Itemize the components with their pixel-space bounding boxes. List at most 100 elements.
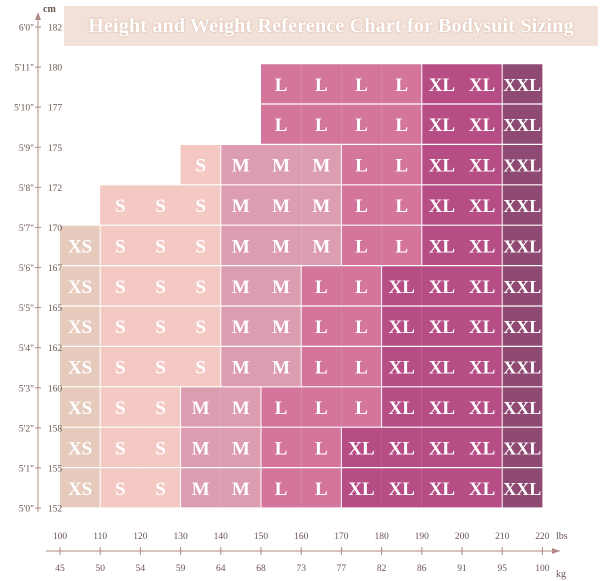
size-label: L bbox=[275, 115, 288, 136]
x-tick-label-lbs: 130 bbox=[173, 532, 188, 542]
size-cell bbox=[421, 63, 462, 104]
x-tick-label-kg: 59 bbox=[176, 564, 186, 574]
size-cell bbox=[220, 306, 261, 347]
x-tick-label-lbs: 180 bbox=[374, 532, 389, 542]
x-tick-label-kg: 73 bbox=[296, 564, 306, 574]
x-tick-label-lbs: 190 bbox=[415, 532, 430, 542]
size-label: S bbox=[115, 277, 126, 298]
y-tick-label-feet: 5'3" bbox=[19, 384, 34, 394]
size-label: L bbox=[355, 156, 368, 177]
size-label: M bbox=[232, 438, 250, 459]
size-label: L bbox=[315, 358, 328, 379]
y-tick-label-feet: 5'6" bbox=[19, 264, 34, 274]
size-cell bbox=[140, 346, 181, 387]
size-label: XL bbox=[469, 317, 495, 338]
size-label: M bbox=[272, 317, 290, 338]
size-label: M bbox=[312, 236, 330, 257]
y-tick-label-feet: 5'5" bbox=[19, 304, 34, 314]
size-cell bbox=[381, 144, 422, 185]
size-label: XXL bbox=[503, 115, 541, 135]
size-label: XL bbox=[348, 438, 374, 459]
size-label: S bbox=[195, 196, 206, 217]
size-label: XL bbox=[429, 115, 455, 136]
size-cell bbox=[301, 265, 342, 306]
size-cell bbox=[462, 265, 503, 306]
size-cell bbox=[341, 104, 382, 145]
size-cell bbox=[421, 346, 462, 387]
size-label: XL bbox=[469, 115, 495, 136]
x-tick-label-kg: 95 bbox=[497, 564, 507, 574]
size-cell bbox=[100, 265, 141, 306]
size-label: L bbox=[315, 317, 328, 338]
x-tick-label-kg: 77 bbox=[337, 564, 347, 574]
size-label: M bbox=[272, 236, 290, 257]
y-tick-label-feet: 6'0" bbox=[19, 24, 34, 34]
size-label: S bbox=[155, 438, 166, 459]
y-tick-label-cm: 167 bbox=[48, 264, 63, 274]
size-label: XS bbox=[68, 358, 92, 379]
x-tick-label-kg: 54 bbox=[136, 564, 146, 574]
size-label: L bbox=[315, 438, 328, 459]
size-label: XL bbox=[469, 438, 495, 459]
size-label: M bbox=[232, 358, 250, 379]
size-cell bbox=[421, 225, 462, 266]
size-cell bbox=[341, 225, 382, 266]
size-cell bbox=[421, 144, 462, 185]
size-cell bbox=[180, 265, 221, 306]
size-cell bbox=[301, 467, 342, 508]
size-cell bbox=[381, 265, 422, 306]
size-cell bbox=[220, 144, 261, 185]
y-tick-label-feet: 5'10" bbox=[14, 104, 34, 114]
size-cell bbox=[421, 467, 462, 508]
size-cell bbox=[100, 467, 141, 508]
size-cell bbox=[421, 427, 462, 468]
y-tick-label-cm: 177 bbox=[48, 104, 63, 114]
size-label: XL bbox=[469, 236, 495, 257]
size-cell bbox=[140, 184, 181, 226]
x-axis-arrow-icon bbox=[552, 548, 560, 554]
x-tick-label-lbs: 160 bbox=[294, 532, 309, 542]
size-label: S bbox=[115, 479, 126, 500]
size-cell bbox=[180, 386, 221, 428]
x-tick-label-kg: 64 bbox=[216, 564, 226, 574]
size-label: XS bbox=[68, 236, 92, 257]
size-label: XL bbox=[388, 479, 414, 500]
size-label: L bbox=[275, 479, 288, 500]
y-tick-label-cm: 182 bbox=[48, 24, 63, 34]
size-cell bbox=[100, 306, 141, 347]
x-tick-label-kg: 100 bbox=[535, 564, 550, 574]
size-label: XS bbox=[68, 398, 92, 419]
y-axis-arrow-icon bbox=[35, 12, 41, 20]
size-cell bbox=[220, 184, 261, 226]
size-label: XXL bbox=[503, 75, 541, 95]
size-cell bbox=[100, 427, 141, 468]
size-label: L bbox=[355, 75, 368, 96]
size-label: L bbox=[315, 398, 328, 419]
size-label: XL bbox=[469, 479, 495, 500]
size-cell bbox=[261, 265, 302, 306]
y-tick-label-feet: 5'7" bbox=[19, 224, 34, 234]
size-cell bbox=[462, 386, 503, 428]
size-label: M bbox=[312, 196, 330, 217]
size-label: S bbox=[195, 156, 206, 177]
size-cell bbox=[220, 225, 261, 266]
size-cell bbox=[462, 306, 503, 347]
size-cell bbox=[140, 306, 181, 347]
size-cell bbox=[381, 306, 422, 347]
size-label: XXL bbox=[503, 156, 541, 176]
x-axis-unit-kg: kg bbox=[556, 569, 566, 580]
size-label: XS bbox=[68, 479, 92, 500]
size-cell bbox=[381, 104, 422, 145]
x-tick-label-lbs: 150 bbox=[254, 532, 269, 542]
size-label: XS bbox=[68, 277, 92, 298]
y-tick-label-cm: 170 bbox=[48, 224, 63, 234]
size-cell bbox=[462, 427, 503, 468]
x-tick-label-lbs: 120 bbox=[133, 532, 148, 542]
x-tick-label-lbs: 100 bbox=[53, 532, 68, 542]
size-label: L bbox=[315, 75, 328, 96]
size-cell bbox=[301, 184, 342, 226]
size-cell bbox=[301, 144, 342, 185]
size-cell bbox=[341, 184, 382, 226]
size-cell bbox=[261, 225, 302, 266]
size-cell bbox=[140, 467, 181, 508]
